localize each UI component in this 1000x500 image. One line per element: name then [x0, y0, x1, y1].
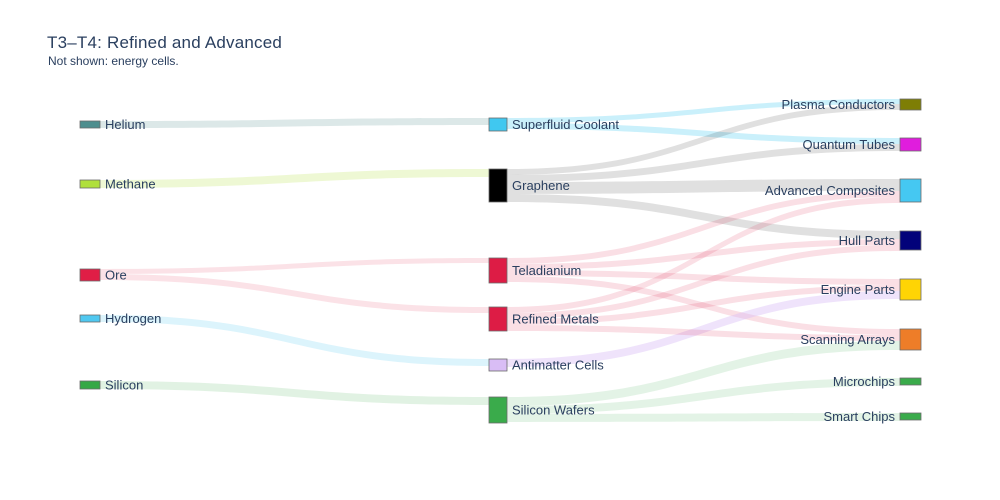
- sankey-link-graphene-hull[interactable]: [507, 194, 900, 239]
- sankey-link-graphene-plasma[interactable]: [507, 104, 900, 175]
- sankey-node-label-quantum: Quantum Tubes: [803, 137, 896, 152]
- sankey-node-label-plasma: Plasma Conductors: [782, 97, 896, 112]
- sankey-link-ore-refined[interactable]: [100, 274, 489, 313]
- sankey-nodes: [79, 98, 922, 424]
- sankey-labels: Helium Methane Ore Hydrogen Silicon Superflui…: [105, 97, 895, 424]
- sankey-node-label-methane: Methane: [105, 177, 156, 192]
- sankey-node-helium[interactable]: [79, 120, 101, 129]
- sankey-node-label-graphene: Graphene: [512, 178, 570, 193]
- sankey-node-graphene[interactable]: [488, 168, 508, 203]
- sankey-link-hydrogen-antimatter[interactable]: [100, 315, 489, 366]
- sankey-node-label-antimatter: Antimatter Cells: [512, 358, 604, 373]
- sankey-link-superfluid-plasma[interactable]: [507, 99, 900, 123]
- sankey-node-plasma[interactable]: [899, 98, 922, 111]
- sankey-link-superfluid-quantum[interactable]: [507, 123, 900, 144]
- sankey-node-label-microchips: Microchips: [833, 374, 896, 389]
- sankey-link-antimatter-engine[interactable]: [507, 291, 900, 367]
- sankey-link-wafers-microchips[interactable]: [507, 378, 900, 414]
- sankey-link-ore-teladianium[interactable]: [100, 258, 489, 274]
- sankey-node-label-teladianium: Teladianium: [512, 263, 581, 278]
- sankey-link-wafers-smartchips[interactable]: [507, 413, 900, 422]
- chart-subtitle: Not shown: energy cells.: [48, 54, 179, 68]
- sankey-node-smartchips[interactable]: [899, 412, 922, 421]
- sankey-node-label-refined: Refined Metals: [512, 312, 599, 327]
- sankey-link-refined-hull[interactable]: [507, 245, 900, 319]
- sankey-node-hull[interactable]: [899, 230, 922, 251]
- sankey-link-refined-engine[interactable]: [507, 285, 900, 325]
- sankey-link-helium-superfluid[interactable]: [100, 118, 489, 128]
- sankey-link-refined-advanced[interactable]: [507, 197, 900, 313]
- sankey-link-graphene-advanced[interactable]: [507, 179, 900, 194]
- sankey-node-label-wafers: Silicon Wafers: [512, 403, 595, 418]
- sankey-node-label-scanning: Scanning Arrays: [800, 332, 895, 347]
- sankey-link-teladianium-engine[interactable]: [507, 270, 900, 285]
- sankey-node-advanced[interactable]: [899, 178, 922, 203]
- sankey-link-teladianium-scanning[interactable]: [507, 276, 900, 335]
- sankey-node-scanning[interactable]: [899, 328, 922, 351]
- sankey-link-teladianium-advanced[interactable]: [507, 191, 900, 264]
- sankey-node-label-engine: Engine Parts: [821, 282, 896, 297]
- sankey-node-hydrogen[interactable]: [79, 314, 101, 323]
- sankey-node-label-smartchips: Smart Chips: [823, 409, 895, 424]
- sankey-link-silicon-wafers[interactable]: [100, 381, 489, 405]
- sankey-link-methane-graphene[interactable]: [100, 169, 489, 188]
- sankey-node-methane[interactable]: [79, 179, 101, 189]
- sankey-node-antimatter[interactable]: [488, 358, 508, 372]
- sankey-node-quantum[interactable]: [899, 137, 922, 152]
- sankey-node-refined[interactable]: [488, 306, 508, 332]
- sankey-node-microchips[interactable]: [899, 377, 922, 386]
- sankey-node-label-advanced: Advanced Composites: [765, 183, 896, 198]
- sankey-node-label-silicon: Silicon: [105, 378, 143, 393]
- sankey-link-refined-scanning[interactable]: [507, 325, 900, 341]
- sankey-link-teladianium-hull[interactable]: [507, 239, 900, 270]
- sankey-links: [100, 99, 900, 422]
- sankey-node-label-superfluid: Superfluid Coolant: [512, 117, 619, 132]
- sankey-link-wafers-scanning[interactable]: [507, 341, 900, 406]
- sankey-node-teladianium[interactable]: [488, 257, 508, 284]
- chart-title: T3–T4: Refined and Advanced: [47, 33, 283, 52]
- sankey-link-graphene-quantum[interactable]: [507, 144, 900, 182]
- sankey-node-label-hydrogen: Hydrogen: [105, 311, 161, 326]
- sankey-node-ore[interactable]: [79, 268, 101, 282]
- sankey-node-silicon[interactable]: [79, 380, 101, 390]
- sankey-node-label-ore: Ore: [105, 268, 127, 283]
- sankey-node-superfluid[interactable]: [488, 117, 508, 132]
- sankey-node-label-helium: Helium: [105, 117, 145, 132]
- sankey-node-engine[interactable]: [899, 278, 922, 301]
- sankey-node-label-hull: Hull Parts: [839, 233, 896, 248]
- sankey-node-wafers[interactable]: [488, 396, 508, 424]
